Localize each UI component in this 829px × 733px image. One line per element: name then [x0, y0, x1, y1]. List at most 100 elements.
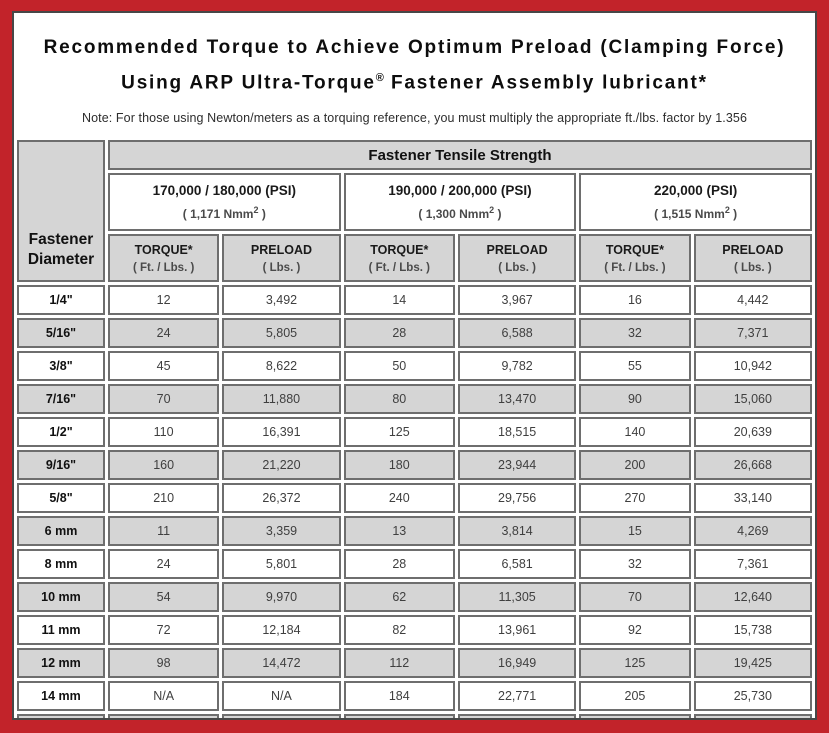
torque-value-cell: 28 [343, 549, 455, 580]
nmm-sub-label: ( 1,300 Nmm2 ) [346, 205, 575, 221]
psi-group-label: 220,000 (PSI) [653, 183, 738, 199]
nmm-sub-label: ( 1,515 Nmm2 ) [581, 205, 810, 221]
preload-value-cell: 3,814 [457, 516, 577, 547]
torque-value-cell: 12 [107, 285, 220, 316]
tensile-strength-header: Fastener Tensile Strength [107, 140, 812, 171]
torque-value-cell: 112 [343, 648, 455, 679]
torque-label: TORQUE* [134, 242, 193, 257]
preload-value-cell: 5,805 [222, 318, 341, 349]
preload-column-header: PRELOAD ( Lbs. ) [457, 234, 577, 283]
preload-value-cell: 7,361 [693, 549, 812, 580]
title-line2-rest: Fastener Assembly lubricant* [383, 72, 708, 94]
column-header-row: TORQUE* ( Ft. / Lbs. ) PRELOAD ( Lbs. ) … [17, 234, 812, 283]
fastener-diameter-header: Fastener Diameter [17, 140, 105, 283]
document-page: Recommended Torque to Achieve Optimum Pr… [12, 11, 817, 720]
fastener-diameter-header-line1: Fastener [28, 231, 94, 249]
torque-value-cell: 160 [107, 450, 220, 481]
tensile-strength-row: Fastener Diameter Fastener Tensile Stren… [17, 140, 812, 283]
torque-value-cell: 240 [343, 483, 455, 514]
preload-units: ( Lbs. ) [262, 261, 301, 274]
preload-label: PRELOAD [250, 242, 313, 257]
preload-value-cell: 13,961 [457, 615, 577, 646]
torque-value-cell: 272 [579, 714, 691, 718]
psi-group-190-200: 190,000 / 200,000 (PSI) ( 1,300 Nmm2 ) [343, 173, 577, 232]
page-title-line1: Recommended Torque to Achieve Optimum Pr… [43, 37, 786, 58]
nmm-close: ) [729, 207, 738, 222]
torque-value-cell: 32 [579, 318, 691, 349]
torque-column-header: TORQUE* ( Ft. / Lbs. ) [107, 234, 220, 283]
torque-value-cell: 98 [107, 648, 220, 679]
registered-trademark-symbol: ® [375, 72, 384, 84]
preload-value-cell: 10,942 [693, 351, 812, 382]
torque-column-header: TORQUE* ( Ft. / Lbs. ) [343, 234, 455, 283]
torque-value-cell: 180 [343, 450, 455, 481]
fastener-diameter-cell: 8 mm [17, 549, 105, 580]
nmm-text: ( 1,515 Nmm [654, 207, 725, 222]
preload-value-cell: 6,581 [457, 549, 577, 580]
psi-group-170-180: 170,000 / 180,000 (PSI) ( 1,171 Nmm2 ) [107, 173, 341, 232]
table-row: 5/16" 24 5,805 28 6,588 32 7,371 [17, 318, 812, 349]
torque-value-cell: 140 [579, 417, 691, 448]
preload-value-cell: 5,801 [222, 549, 341, 580]
preload-value-cell: 11,305 [457, 582, 577, 613]
torque-value-cell: 24 [107, 318, 220, 349]
table-row: 3/8" 45 8,622 50 9,782 55 10,942 [17, 351, 812, 382]
torque-value-cell: 72 [107, 615, 220, 646]
preload-value-cell: 8,622 [222, 351, 341, 382]
nmm-close: ) [258, 207, 266, 222]
preload-value-cell: 9,782 [457, 351, 577, 382]
preload-value-cell: 6,588 [457, 318, 577, 349]
preload-value-cell: 21,220 [222, 450, 341, 481]
torque-label: TORQUE* [605, 242, 664, 257]
preload-value-cell: 14,472 [222, 648, 341, 679]
preload-column-header: PRELOAD ( Lbs. ) [693, 234, 812, 283]
fastener-diameter-cell: 14 mm [17, 681, 105, 712]
torque-spec-table: Fastener Diameter Fastener Tensile Stren… [14, 137, 815, 718]
table-row: 1/2" 110 16,391 125 18,515 140 20,639 [17, 417, 812, 448]
nmm-text: ( 1,171 Nmm [182, 207, 254, 222]
torque-value-cell: 24 [107, 549, 220, 580]
torque-value-cell: 92 [579, 615, 691, 646]
preload-value-cell: 20,639 [693, 417, 812, 448]
table-row: 14 mm N/A N/A 184 22,771 205 25,730 [17, 681, 812, 712]
preload-value-cell: 12,640 [693, 582, 812, 613]
fastener-diameter-cell: 6 mm [17, 516, 105, 547]
torque-value-cell: 184 [343, 681, 455, 712]
preload-value-cell: N/A [222, 714, 341, 718]
preload-value-cell: N/A [222, 681, 341, 712]
preload-units: ( Lbs. ) [498, 261, 536, 274]
torque-value-cell: 70 [579, 582, 691, 613]
torque-value-cell: 110 [107, 417, 220, 448]
torque-value-cell: 32 [579, 549, 691, 580]
psi-group-220: 220,000 (PSI) ( 1,515 Nmm2 ) [579, 173, 812, 232]
preload-label: PRELOAD [722, 242, 784, 257]
torque-value-cell: 70 [107, 384, 220, 415]
fastener-diameter-cell: 10 mm [17, 582, 105, 613]
preload-value-cell: 26,668 [693, 450, 812, 481]
fastener-diameter-cell: 11 mm [17, 615, 105, 646]
torque-value-cell: 62 [343, 582, 455, 613]
fastener-diameter-cell: 3/8" [17, 351, 105, 382]
preload-value-cell: 3,359 [222, 516, 341, 547]
torque-value-cell: 82 [343, 615, 455, 646]
preload-value-cell: 18,515 [457, 417, 577, 448]
torque-value-cell: 13 [343, 516, 455, 547]
torque-value-cell: N/A [107, 681, 220, 712]
title-line2-start: Using ARP Ultra-Torque [121, 72, 376, 94]
fastener-diameter-cell: 5/8" [17, 483, 105, 514]
torque-units: ( Ft. / Lbs. ) [368, 261, 430, 274]
preload-value-cell: 15,738 [693, 615, 812, 646]
torque-column-header: TORQUE* ( Ft. / Lbs. ) [579, 234, 691, 283]
preload-value-cell: 7,371 [693, 318, 812, 349]
fastener-diameter-cell: 1/2" [17, 417, 105, 448]
fastener-diameter-cell: 12 mm [17, 648, 105, 679]
torque-value-cell: 15 [579, 516, 691, 547]
torque-units: ( Ft. / Lbs. ) [604, 261, 666, 274]
torque-value-cell: 80 [343, 384, 455, 415]
preload-value-cell: 33,140 [693, 483, 812, 514]
torque-value-cell: 50 [343, 351, 455, 382]
table-row: 8 mm 24 5,801 28 6,581 32 7,361 [17, 549, 812, 580]
preload-value-cell: 16,391 [222, 417, 341, 448]
torque-value-cell: 90 [579, 384, 691, 415]
preload-value-cell: 13,470 [457, 384, 577, 415]
